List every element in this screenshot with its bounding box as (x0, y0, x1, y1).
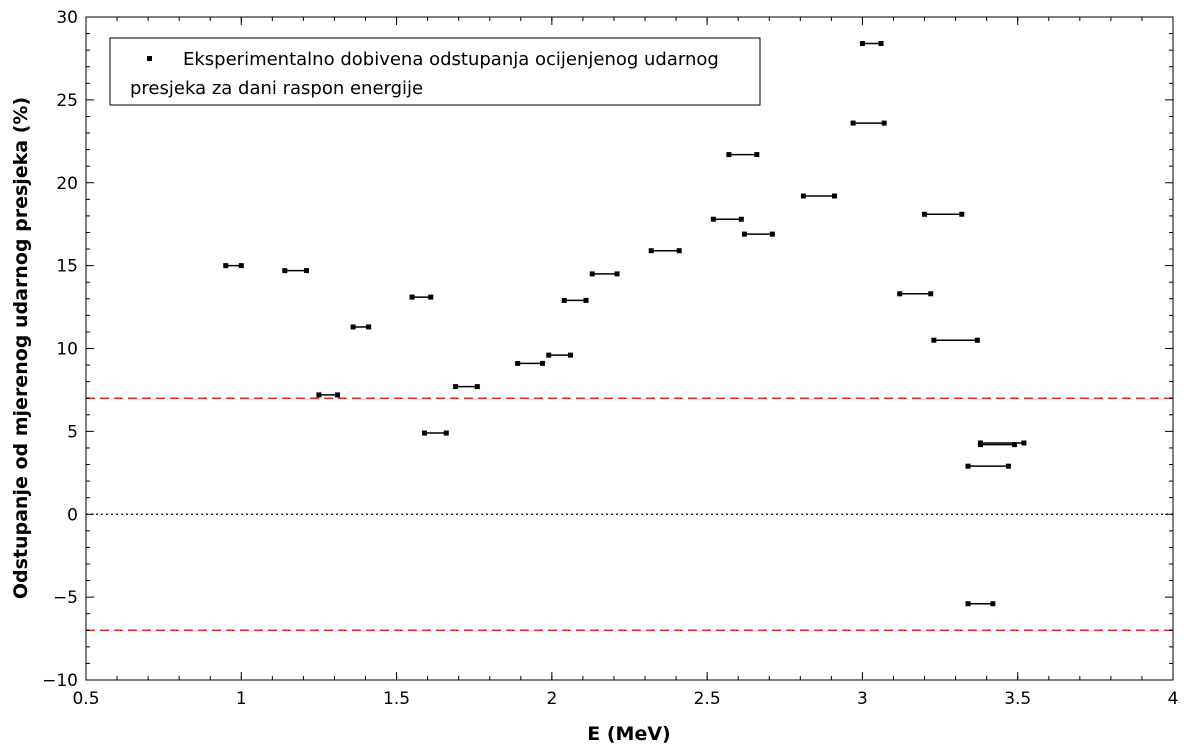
x-tick-label: 1 (236, 689, 247, 709)
data-point (546, 352, 573, 358)
y-tick-label: 15 (56, 257, 78, 277)
y-tick-label: 10 (56, 340, 78, 360)
x-tick-label: 1.5 (383, 689, 410, 709)
data-point (350, 324, 372, 330)
data-point (422, 430, 449, 436)
data-point (409, 294, 434, 300)
range-start-marker (931, 337, 937, 343)
range-end-marker (831, 193, 837, 199)
range-start-marker (561, 297, 567, 303)
range-start-marker (859, 41, 865, 47)
data-point (515, 360, 546, 366)
range-end-marker (335, 392, 341, 398)
data-point (922, 211, 965, 217)
range-end-marker (974, 337, 980, 343)
range-end-marker (1012, 442, 1018, 448)
range-start-marker (546, 352, 552, 358)
range-start-marker (922, 211, 928, 217)
data-point (648, 248, 682, 254)
range-start-marker (850, 120, 856, 126)
data-point (965, 601, 996, 607)
legend: Eksperimentalno dobivena odstupanja ocij… (109, 37, 761, 106)
range-start-marker (965, 601, 971, 607)
range-start-marker (409, 294, 415, 300)
range-end-marker (474, 384, 480, 390)
legend-text-line1: Eksperimentalno dobivena odstupanja ocij… (183, 49, 719, 70)
data-point (977, 442, 1018, 448)
range-start-marker (897, 291, 903, 297)
range-end-marker (769, 231, 775, 237)
range-end-marker (881, 120, 887, 126)
data-point (710, 216, 744, 222)
range-start-marker (648, 248, 654, 254)
range-end-marker (428, 294, 434, 300)
x-tick-label: 0.5 (72, 689, 99, 709)
y-tick-label: 5 (67, 422, 78, 442)
data-point (800, 193, 837, 199)
range-start-marker (589, 271, 595, 277)
x-tick-label: 2.5 (694, 689, 721, 709)
range-end-marker (990, 601, 996, 607)
legend-box (109, 37, 761, 106)
range-start-marker (223, 263, 229, 269)
range-end-marker (443, 430, 449, 436)
range-start-marker (710, 216, 716, 222)
data-point (965, 463, 1011, 469)
range-start-marker (800, 193, 806, 199)
range-end-marker (754, 152, 760, 158)
legend-marker (147, 56, 152, 61)
range-end-marker (567, 352, 573, 358)
data-point (741, 231, 775, 237)
range-start-marker (350, 324, 356, 330)
y-tick-label: 0 (67, 505, 78, 525)
range-end-marker (540, 360, 546, 366)
range-end-marker (676, 248, 682, 254)
y-tick-label: −5 (53, 588, 78, 608)
range-end-marker (878, 41, 884, 47)
range-end-marker (1005, 463, 1011, 469)
y-tick-label: 25 (56, 91, 78, 111)
legend-text-line2: presjeka za dani raspon energije (130, 78, 423, 99)
range-start-marker (741, 231, 747, 237)
y-tick-label: 20 (56, 174, 78, 194)
range-end-marker (238, 263, 244, 269)
y-tick-label: −10 (42, 671, 78, 691)
data-point (897, 291, 934, 297)
range-start-marker (282, 268, 288, 274)
x-tick-label: 3 (857, 689, 868, 709)
x-axis-label: E (MeV) (587, 723, 670, 745)
range-end-marker (738, 216, 744, 222)
data-point (282, 268, 310, 274)
x-tick-label: 2 (546, 689, 557, 709)
data-point (859, 41, 884, 47)
data-point (931, 337, 980, 343)
range-end-marker (959, 211, 965, 217)
plot-frame (85, 16, 1174, 681)
range-start-marker (422, 430, 428, 436)
data-point (561, 297, 589, 303)
range-end-marker (928, 291, 934, 297)
range-start-marker (515, 360, 521, 366)
range-start-marker (316, 392, 322, 398)
x-tick-label: 4 (1168, 689, 1179, 709)
data-point (223, 263, 244, 269)
data-point (726, 152, 760, 158)
data-point (453, 384, 480, 390)
range-start-marker (726, 152, 732, 158)
range-end-marker (366, 324, 372, 330)
data-point (850, 120, 887, 126)
range-end-marker (583, 297, 589, 303)
data-point (589, 271, 620, 277)
y-tick-label: 30 (56, 8, 78, 28)
y-axis-label: Odstupanje od mjerenog udarnog presjeka … (10, 97, 32, 599)
range-end-marker (614, 271, 620, 277)
data-point (316, 392, 341, 398)
range-start-marker (977, 442, 983, 448)
x-tick-label: 3.5 (1004, 689, 1031, 709)
range-start-marker (965, 463, 971, 469)
range-end-marker (304, 268, 310, 274)
range-end-marker (1021, 440, 1027, 446)
range-start-marker (453, 384, 459, 390)
